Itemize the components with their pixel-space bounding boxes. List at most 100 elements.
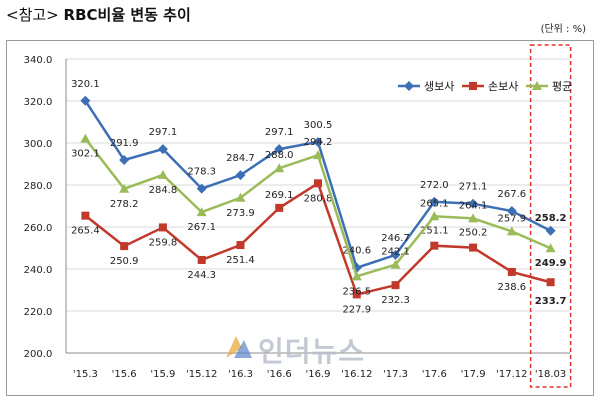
data-point [81,211,90,220]
data-point [545,243,556,253]
data-label: 236.5 [342,286,371,297]
data-point [313,150,323,160]
data-point [390,249,401,260]
data-point [80,95,91,106]
legend-label: 손보사 [488,80,518,93]
data-point [506,206,517,217]
legend-label: 생보사 [424,80,454,93]
data-point [545,225,556,236]
y-tick-label: 320.0 [24,97,53,108]
title-text: RBC비율 변동 추이 [63,6,191,24]
data-label: 233.7 [535,296,567,307]
data-point [275,203,284,212]
x-tick-label: '17.3 [383,369,408,380]
x-tick-label: '16.6 [267,369,292,380]
x-tick-label: '17.12 [496,369,527,380]
data-point [274,163,285,173]
data-point [352,290,361,299]
data-label: 320.1 [71,79,100,90]
watermark-text: 인더뉴스 [258,335,366,368]
y-tick-label: 260.0 [24,223,53,234]
data-label: 251.4 [226,255,255,266]
data-label: 238.6 [498,282,527,293]
data-point [236,241,245,250]
data-label: 249.9 [535,258,567,269]
data-label: 240.6 [342,246,371,257]
chart-area [6,40,594,396]
data-point [430,241,439,250]
x-tick-label: '17.9 [461,369,486,380]
data-point [235,192,246,202]
data-label: 251.1 [420,226,449,237]
data-label: 257.9 [498,213,527,224]
y-tick-label: 240.0 [24,265,53,276]
data-point [429,211,440,221]
legend-marker [469,82,477,90]
legend-marker [404,81,414,91]
data-label: 278.3 [187,167,216,178]
data-point [80,133,91,143]
data-point [506,226,517,236]
data-point [391,281,400,290]
y-tick-label: 280.0 [24,181,53,192]
chart-title: <참고> RBC비율 변동 추이 [6,4,191,25]
data-label: 265.4 [71,226,100,237]
data-point [468,198,479,209]
data-label: 242.1 [381,247,410,258]
y-tick-label: 220.0 [24,307,53,318]
x-tick-label: '18.03 [535,369,566,380]
data-point [274,144,285,155]
data-label: 302.1 [71,149,100,160]
data-label: 264.1 [459,200,488,211]
unit-label: (단위 : %) [540,24,586,35]
data-label: 272.0 [420,180,449,191]
x-tick-label: '16.9 [305,369,330,380]
data-label: 258.2 [535,213,567,224]
x-tick-label: '16.12 [341,369,372,380]
data-label: 297.1 [149,127,178,138]
data-label: 288.0 [265,150,294,161]
data-point [468,213,479,223]
x-tick-label: '15.3 [73,369,98,380]
data-label: 265.1 [420,198,449,209]
data-label: 246.7 [381,233,410,244]
x-tick-label: '15.12 [186,369,217,380]
data-label: 291.9 [110,138,139,149]
data-label: 227.9 [342,304,371,315]
data-label: 278.2 [110,199,139,210]
data-point [157,144,168,155]
data-label: 284.7 [226,153,255,164]
watermark-logo [226,336,252,358]
legend-label: 평균 [552,80,572,93]
data-point [429,196,440,207]
data-point [119,155,130,166]
data-point [158,223,167,232]
data-point [119,183,130,193]
data-point [235,170,246,181]
data-label: 250.2 [459,228,488,239]
data-label: 269.1 [265,190,294,201]
title-prefix: <참고> [6,6,59,24]
data-label: 280.8 [304,193,333,204]
data-label: 250.9 [110,256,139,267]
data-point [390,259,401,269]
data-point [314,179,322,188]
data-label: 267.1 [187,222,216,233]
data-label: 267.6 [498,189,527,200]
x-tick-label: '16.3 [228,369,253,380]
data-point [157,169,168,179]
data-point [351,271,362,281]
data-label: 273.9 [226,208,255,219]
data-point [196,183,207,194]
data-label: 294.2 [304,137,333,148]
x-tick-label: '15.6 [112,369,137,380]
data-point [507,267,516,276]
data-label: 297.1 [265,127,294,138]
x-tick-label: '17.6 [422,369,447,380]
data-point [469,243,478,252]
x-tick-label: '15.9 [150,369,175,380]
y-tick-label: 300.0 [24,139,53,150]
data-label: 244.3 [187,270,216,281]
